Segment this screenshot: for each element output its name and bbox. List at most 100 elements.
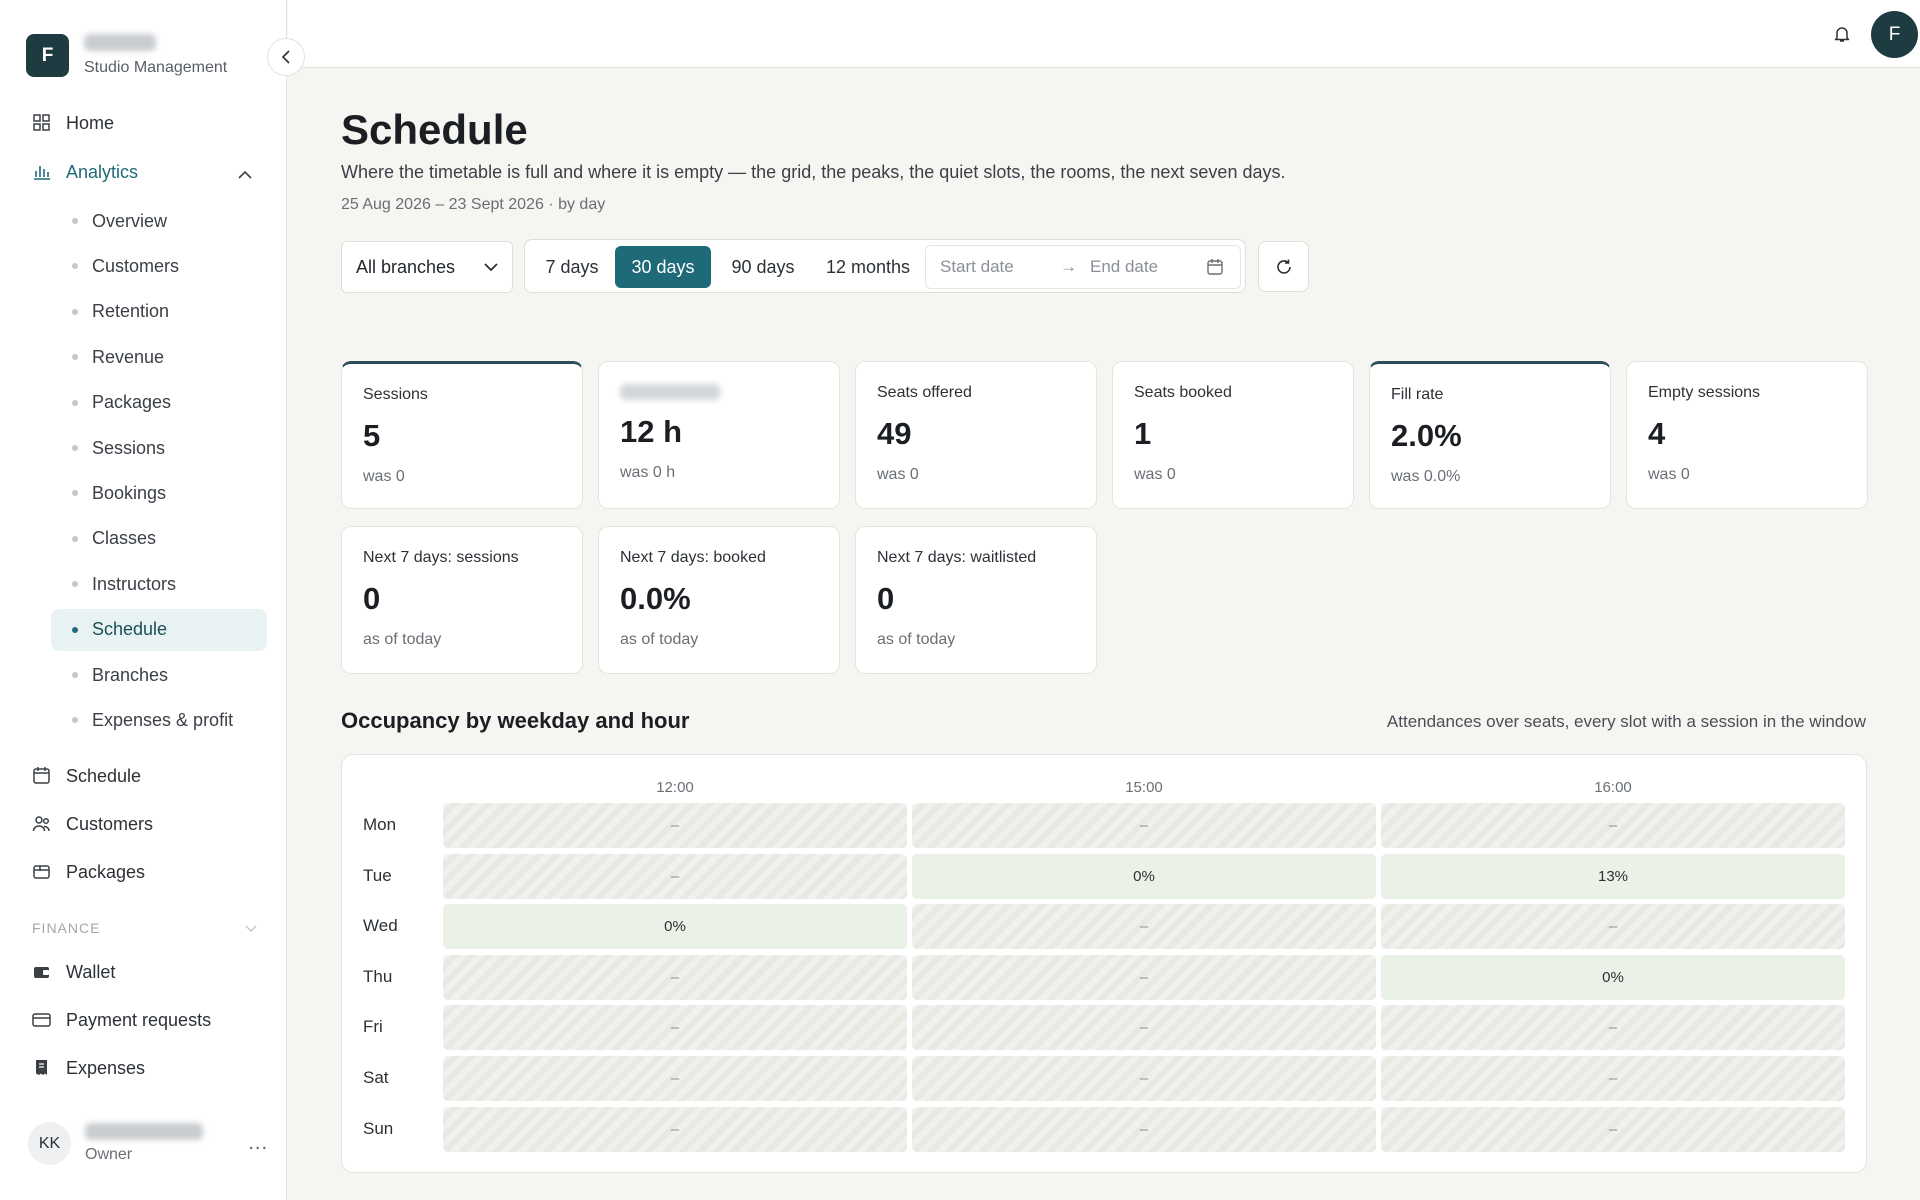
range-button-90-days[interactable]: 90 days [731, 256, 795, 277]
kpi-label: Seats offered [877, 384, 972, 401]
kpi-sessions-card: Sessions 5 was 0 [341, 361, 583, 509]
sidebar-subitem-expenses-and-profit[interactable]: Expenses & profit [51, 699, 267, 741]
sidebar-item-label: Schedule [66, 765, 142, 786]
user-name-redacted [85, 1123, 203, 1140]
heatmap-cell[interactable]: – [912, 1056, 1376, 1101]
hour-label-16-00: 16:00 [1594, 779, 1632, 796]
day-label-mon: Mon [363, 815, 397, 834]
brand-logo: F [26, 34, 69, 77]
heatmap-cell[interactable]: – [443, 853, 907, 899]
kpi-value: 5 [363, 418, 381, 453]
occupancy-heatmap: 12:00 15:00 16:00 Mon – – – Tue –0% 13% Wed 0% – – Thu… [341, 754, 1867, 1173]
sidebar-subitem-overview[interactable]: Overview [51, 200, 267, 242]
bullet-icon [72, 581, 78, 588]
heatmap-cell[interactable]: 0% [1381, 954, 1845, 1000]
sidebar-subitem-customers[interactable]: Customers [51, 245, 267, 287]
sidebar-subitem-label: Bookings [92, 482, 167, 503]
sidebar-item-schedule[interactable]: Schedule [32, 764, 141, 788]
heatmap-cell[interactable]: 13% [1381, 853, 1845, 899]
chevron-up-icon[interactable] [238, 166, 252, 184]
account-avatar[interactable]: F [1871, 11, 1918, 58]
heatmap-cell[interactable]: – [443, 1005, 907, 1051]
brand[interactable]: F Studio Management [26, 34, 227, 77]
date-range-picker[interactable]: Start date → End date [925, 245, 1241, 289]
sidebar-item-payment-requests[interactable]: Payment requests [32, 1008, 211, 1032]
sidebar-subitem-label: Retention [92, 301, 170, 322]
card-icon [32, 1010, 52, 1030]
heatmap-cell[interactable]: – [1381, 1106, 1845, 1152]
start-date-input[interactable]: Start date [940, 257, 1014, 276]
brand-subtitle: Studio Management [84, 59, 228, 76]
heatmap-cell[interactable]: – [1381, 904, 1845, 950]
sidebar-subitem-retention[interactable]: Retention [51, 291, 267, 333]
user-role: Owner [85, 1146, 133, 1163]
sidebar-item-home[interactable]: Home [32, 111, 114, 135]
chevron-down-icon [245, 920, 257, 936]
collapse-sidebar-button[interactable] [267, 38, 305, 76]
finance-section-label[interactable]: FINANCE [32, 920, 257, 936]
heatmap-cell[interactable]: – [912, 1005, 1376, 1051]
calendar-icon [32, 766, 52, 786]
kpi-next-7-days-booked-card: Next 7 days: booked 0.0% as of today [598, 526, 840, 674]
range-button-12-months[interactable]: 12 months [825, 256, 911, 277]
sidebar-subitem-sessions[interactable]: Sessions [51, 427, 267, 469]
heatmap-cell[interactable]: – [443, 803, 907, 848]
more-icon[interactable]: ... [248, 1132, 268, 1154]
branch-select[interactable]: All branches [341, 241, 513, 293]
sidebar-item-customers[interactable]: Customers [32, 812, 153, 836]
users-icon [32, 814, 52, 834]
bullet-icon [72, 399, 78, 406]
heatmap-cell[interactable]: – [912, 1106, 1376, 1152]
sidebar-subitem-branches[interactable]: Branches [51, 654, 267, 696]
refresh-icon [1276, 259, 1291, 274]
sidebar-subitem-label: Revenue [92, 346, 165, 367]
bullet-icon [72, 535, 78, 542]
sidebar-subitem-label: Expenses & profit [92, 709, 234, 730]
kpi-seats-booked-card: Seats booked 1 was 0 [1112, 361, 1354, 509]
heatmap-cell[interactable]: – [443, 1106, 907, 1152]
heatmap-cell[interactable]: 0% [912, 853, 1376, 899]
sidebar-item-wallet[interactable]: Wallet [32, 960, 115, 984]
end-date-input[interactable]: End date [1090, 257, 1159, 276]
heatmap-cell[interactable]: – [1381, 1005, 1845, 1051]
sidebar-item-packages[interactable]: Packages [32, 860, 145, 884]
kpi-label: Next 7 days: sessions [363, 549, 519, 566]
grid-icon [32, 113, 52, 133]
sidebar-subitem-revenue[interactable]: Revenue [51, 336, 267, 378]
sidebar-subitem-bookings[interactable]: Bookings [51, 472, 267, 514]
heatmap-cell[interactable]: – [443, 1056, 907, 1101]
refresh-button[interactable] [1258, 241, 1309, 292]
heatmap-cell[interactable]: – [443, 954, 907, 1000]
sidebar-subitem-packages[interactable]: Packages [51, 382, 267, 424]
heatmap-cell[interactable]: – [1381, 1056, 1845, 1101]
kpi-seats-offered-card: Seats offered 49 was 0 [855, 361, 1097, 509]
kpi-label [620, 384, 720, 400]
sidebar-subitem-label: Packages [92, 392, 172, 413]
day-label-sat: Sat [363, 1068, 389, 1087]
heatmap-cell[interactable]: – [912, 904, 1376, 950]
heatmap-cell[interactable]: 0% [443, 904, 907, 950]
sidebar-subitem-classes[interactable]: Classes [51, 518, 267, 560]
sidebar-item-analytics[interactable]: Analytics [32, 160, 138, 184]
bell-icon[interactable] [1832, 24, 1852, 49]
brand-name-redacted [84, 34, 156, 51]
sidebar-item-label: Payment requests [66, 1009, 212, 1030]
heatmap-cell[interactable]: – [912, 954, 1376, 1000]
sidebar-item-expenses[interactable]: Expenses [32, 1056, 145, 1080]
user-menu[interactable]: KK Owner ... [28, 1122, 268, 1165]
heatmap-cell[interactable]: – [1381, 803, 1845, 848]
sidebar: F Studio Management Home Analytics Overv… [0, 0, 287, 1200]
chevron-left-icon [281, 50, 290, 64]
date-range-label: 25 Aug 2026 – 23 Sept 2026 · by day [341, 196, 606, 213]
kpi-value: 49 [877, 416, 912, 451]
range-button-30-days[interactable]: 30 days [615, 246, 711, 288]
sidebar-subitem-schedule[interactable]: Schedule [51, 608, 267, 651]
bullet-icon [72, 445, 78, 451]
range-button-7-days[interactable]: 7 days [545, 256, 599, 277]
kpi-comparison: as of today [363, 631, 442, 648]
heatmap-cell[interactable]: – [912, 803, 1376, 848]
sidebar-subitem-instructors[interactable]: Instructors [51, 563, 267, 605]
user-avatar: KK [28, 1122, 71, 1165]
page-title: Schedule [341, 106, 528, 153]
day-label-thu: Thu [363, 966, 393, 986]
